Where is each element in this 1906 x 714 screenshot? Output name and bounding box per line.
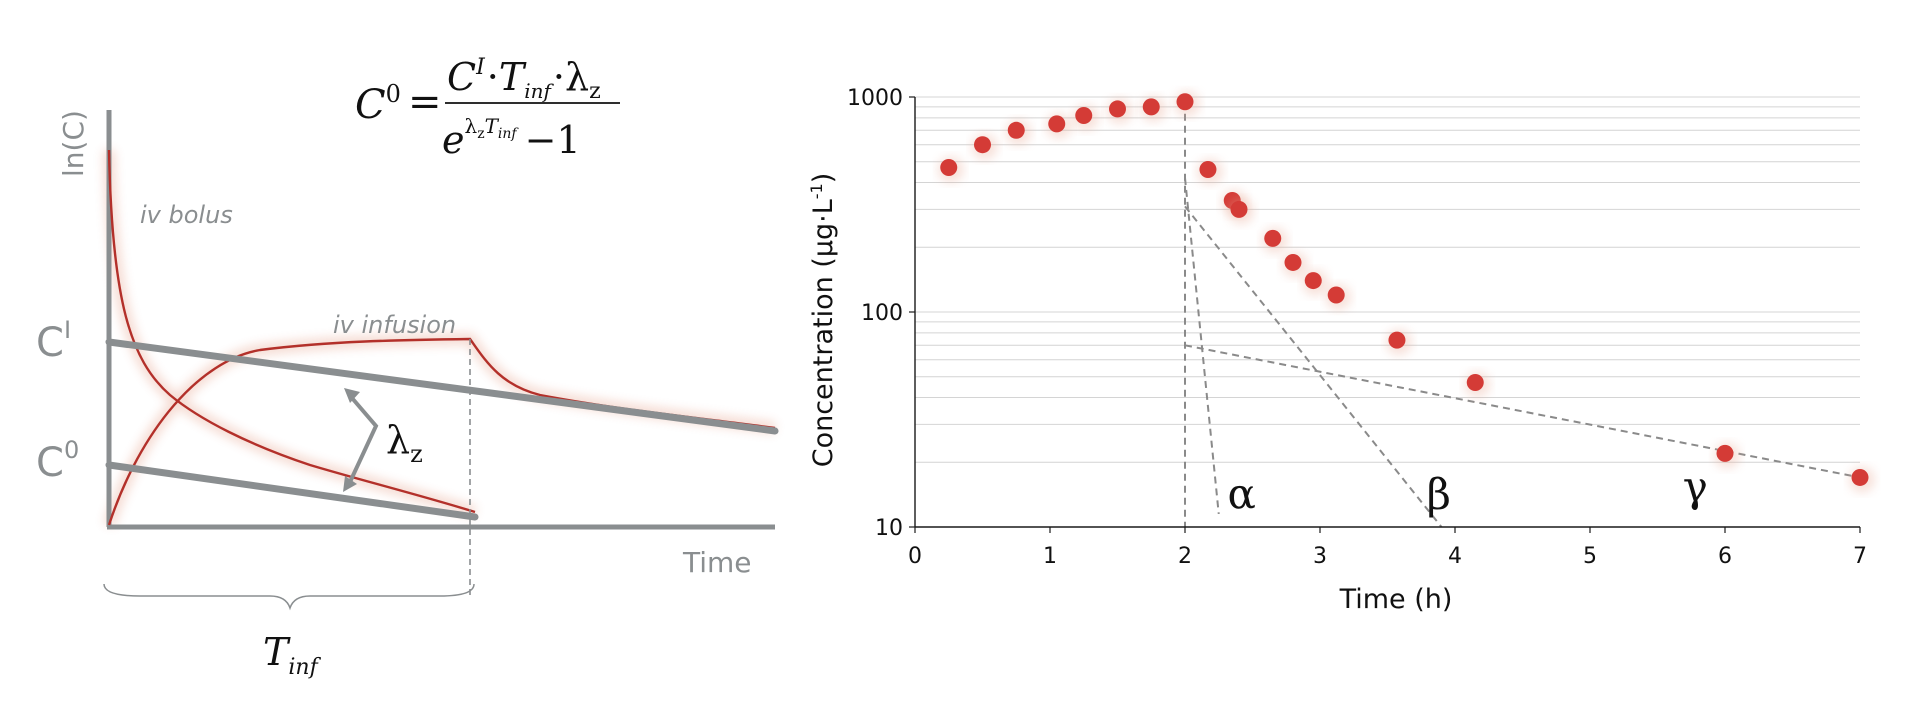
phase-lines: α β γ	[1184, 101, 1861, 528]
pk-schematic-panel: ln(C) Time iv bolus iv infusion CI C0 λz…	[36, 55, 779, 680]
tinf-label: Tinf	[263, 630, 322, 680]
data-point	[1304, 272, 1322, 290]
x-tick-label: 6	[1718, 544, 1732, 569]
x-tick-label: 3	[1313, 544, 1327, 569]
alpha-phase-line	[1184, 177, 1220, 515]
data-point	[1109, 100, 1126, 118]
y-tick-label: 100	[861, 301, 903, 326]
data-point	[974, 136, 991, 154]
x-tick-label: 5	[1583, 544, 1597, 569]
x-axis-title: Time (h)	[1339, 584, 1453, 615]
chart-tick-labels: 0 1 2 3 4 5 6 7 10 100 1000	[847, 86, 1867, 569]
alpha-phase-label: α	[1228, 469, 1256, 518]
data-point	[940, 158, 958, 176]
formula-equals: =	[408, 79, 442, 125]
y-tick-label: 1000	[847, 86, 903, 111]
beta-phase-line	[1184, 205, 1443, 528]
c0-slope-line	[105, 461, 479, 521]
data-point	[1466, 373, 1484, 391]
data-point	[1388, 331, 1406, 349]
lambda-bracket-arrows	[343, 388, 379, 492]
lambda-z-label: λz	[386, 418, 423, 468]
ci-slope-line	[105, 338, 779, 435]
data-point	[1199, 161, 1217, 179]
formula-denominator: eλzTinf −1	[442, 114, 581, 162]
formula-numerator: CI·Tinf·λz	[447, 55, 601, 104]
x-tick-label: 2	[1178, 544, 1192, 569]
data-point	[1327, 286, 1345, 304]
data-point	[1075, 107, 1093, 125]
y-axis-title: Concentration (μg·L-1)	[807, 173, 839, 468]
data-points	[937, 90, 1875, 493]
left-y-axis-label: ln(C)	[57, 110, 90, 177]
data-point	[1007, 121, 1025, 139]
x-tick-label: 1	[1043, 544, 1057, 569]
x-tick-label: 4	[1448, 544, 1462, 569]
tinf-brace	[103, 583, 475, 611]
data-point	[1716, 444, 1734, 462]
infusion-formula: C0 = CI·Tinf·λz eλzTinf −1	[355, 55, 620, 162]
chart-ticks	[909, 96, 1861, 533]
left-x-axis-label: Time	[682, 546, 752, 579]
iv-bolus-label: iv bolus	[140, 201, 233, 229]
formula-lhs: C0	[355, 80, 401, 128]
gamma-phase-line	[1184, 344, 1861, 479]
y-tick-label: 10	[875, 516, 903, 541]
data-point	[1851, 468, 1869, 486]
beta-phase-label: β	[1427, 469, 1451, 518]
data-point	[1142, 98, 1160, 116]
data-point	[1048, 115, 1066, 133]
data-point	[1284, 253, 1302, 271]
x-tick-label: 7	[1853, 544, 1867, 569]
c0-label: C0	[36, 436, 79, 486]
data-point	[1230, 200, 1248, 218]
gamma-phase-label: γ	[1683, 462, 1708, 511]
ci-label: CI	[36, 316, 71, 366]
data-point	[1264, 229, 1282, 247]
x-tick-label: 0	[908, 544, 922, 569]
concentration-chart: α β γ 0 1 2 3 4 5 6 7 10 100 1000 Time (h) Concentra…	[807, 86, 1875, 615]
iv-bolus-curve	[107, 149, 476, 514]
data-point	[1176, 93, 1194, 111]
iv-infusion-label: iv infusion	[333, 311, 456, 339]
